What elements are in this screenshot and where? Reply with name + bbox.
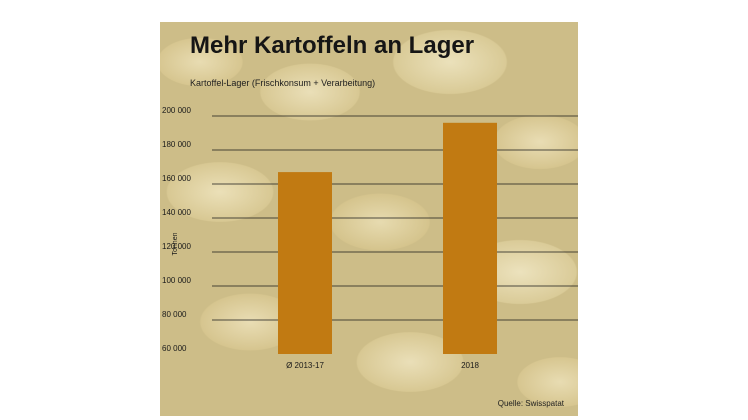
y-tick-label: 180 000 xyxy=(162,140,191,149)
y-tick-label: 200 000 xyxy=(162,106,191,115)
bar xyxy=(278,172,332,354)
y-tick-label: 160 000 xyxy=(162,174,191,183)
bar xyxy=(443,122,497,354)
y-tick-label: 80 000 xyxy=(162,310,187,319)
source-note: Quelle: Swisspatat xyxy=(497,399,564,408)
chart-panel: Mehr Kartoffeln an Lager Kartoffel-Lager… xyxy=(160,22,578,416)
x-category-label: Ø 2013-17 xyxy=(286,361,324,370)
chart-title: Mehr Kartoffeln an Lager xyxy=(190,32,475,59)
x-category-label: 2018 xyxy=(461,361,479,370)
y-tick-label: 120 000 xyxy=(162,242,191,251)
y-tick-label: 140 000 xyxy=(162,208,191,217)
bar-chart: 60 000 80 000 100 000 120 000 140 000 160 000… xyxy=(162,106,578,370)
y-tick-label: 60 000 xyxy=(162,344,187,353)
chart-subtitle: Kartoffel-Lager (Frischkonsum + Verarbei… xyxy=(190,78,376,88)
y-tick-label: 100 000 xyxy=(162,276,191,285)
y-axis-label: Tonnen xyxy=(172,232,179,255)
